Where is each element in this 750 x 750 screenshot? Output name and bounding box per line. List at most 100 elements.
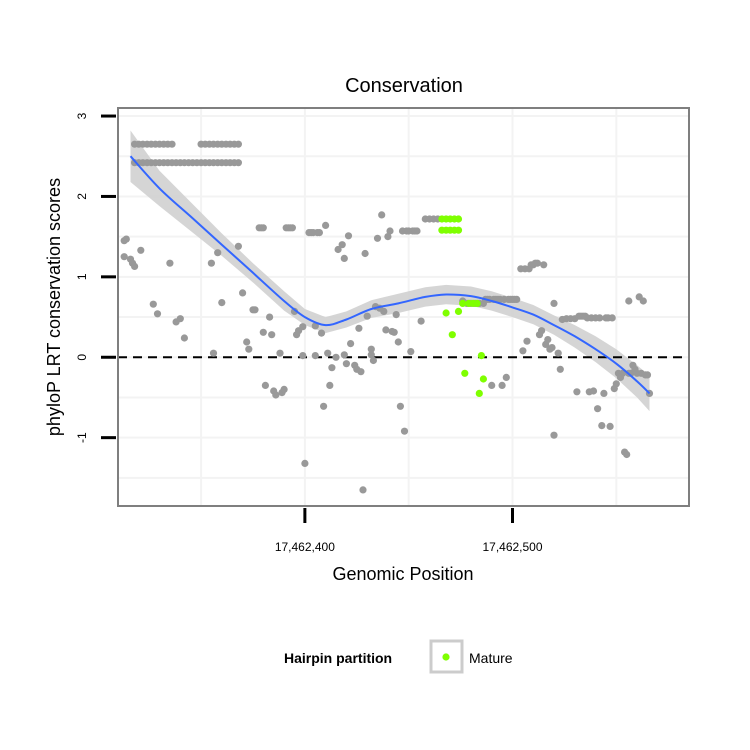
mature-point	[459, 299, 467, 307]
mature-point	[479, 375, 487, 383]
mature-point	[448, 331, 456, 339]
other-point	[168, 140, 176, 148]
y-tick-label: 3	[75, 112, 89, 119]
other-point	[266, 313, 274, 321]
legend-title: Hairpin partition	[284, 650, 392, 666]
y-tick-label: 0	[75, 354, 89, 361]
other-point	[120, 253, 128, 261]
other-point	[384, 233, 392, 241]
other-point	[594, 405, 602, 413]
other-point	[322, 221, 330, 229]
mature-point	[454, 307, 463, 315]
other-point	[347, 340, 355, 348]
other-point	[523, 337, 531, 345]
other-point	[288, 224, 296, 232]
other-point	[573, 388, 581, 396]
other-point	[589, 387, 598, 395]
points-layer	[120, 140, 654, 494]
other-point	[380, 307, 388, 315]
other-point	[367, 351, 375, 359]
other-point	[317, 329, 326, 337]
legend-label-mature: Mature	[469, 650, 513, 666]
other-point	[378, 211, 386, 219]
other-point	[556, 365, 564, 373]
other-point	[390, 328, 398, 336]
other-point	[176, 315, 184, 323]
other-point	[245, 345, 253, 353]
other-point	[386, 227, 394, 235]
other-point	[498, 381, 506, 389]
other-point	[340, 254, 348, 262]
other-point	[488, 381, 496, 389]
other-point	[502, 373, 510, 381]
other-point	[243, 338, 251, 346]
other-point	[608, 314, 616, 322]
other-point	[538, 327, 546, 335]
other-point	[131, 262, 139, 270]
other-point	[369, 356, 377, 365]
mature-point	[454, 226, 463, 234]
other-point	[311, 352, 319, 360]
other-point	[276, 349, 284, 357]
other-point	[355, 324, 363, 332]
other-point	[324, 349, 332, 357]
other-point	[315, 229, 323, 237]
other-point	[544, 336, 552, 344]
smooth-line-layer	[129, 155, 651, 395]
other-point	[290, 307, 299, 315]
other-point	[548, 344, 556, 352]
other-point	[342, 360, 350, 368]
other-point	[234, 140, 242, 148]
other-point	[207, 259, 215, 267]
mature-point	[442, 309, 450, 317]
other-point	[149, 300, 157, 308]
other-point	[299, 352, 307, 360]
legend: Hairpin partition Mature	[284, 639, 513, 674]
y-tick-label: 2	[75, 193, 89, 200]
other-point	[359, 486, 367, 494]
other-point	[639, 297, 647, 305]
other-point	[218, 299, 226, 307]
mature-point	[475, 389, 483, 397]
y-axis-ticks: -1 0 1 2 3	[75, 112, 116, 443]
other-point	[122, 235, 130, 243]
other-point	[299, 323, 307, 331]
other-point	[251, 306, 259, 314]
legend-mature-dot	[442, 653, 450, 661]
x-axis-ticks: 17,462,400 17,462,500	[275, 508, 543, 554]
other-point	[261, 381, 269, 389]
x-tick-label: 17,462,500	[482, 540, 542, 554]
other-point	[268, 331, 276, 339]
other-point	[373, 234, 382, 242]
smooth-trend-line	[129, 155, 651, 395]
other-point	[643, 371, 652, 379]
other-point	[519, 347, 527, 355]
other-point	[417, 317, 425, 325]
other-point	[259, 224, 267, 232]
other-point	[394, 338, 402, 346]
other-point	[550, 299, 558, 307]
mature-point	[477, 352, 485, 360]
other-point	[340, 351, 348, 359]
other-point	[513, 295, 521, 303]
other-point	[533, 259, 542, 267]
other-point	[272, 391, 280, 399]
other-point	[357, 368, 365, 376]
other-point	[598, 422, 606, 430]
other-point	[301, 459, 309, 467]
mature-point	[454, 215, 463, 223]
other-point	[234, 159, 242, 167]
other-point	[326, 381, 334, 389]
y-tick-label: 1	[75, 273, 89, 280]
x-tick-label: 17,462,400	[275, 540, 335, 554]
other-point	[344, 232, 353, 240]
other-point	[334, 245, 342, 254]
x-axis-label: Genomic Position	[332, 564, 473, 584]
y-axis-label: phyloP LRT conservation scores	[44, 178, 64, 436]
other-point	[392, 311, 400, 319]
other-point	[396, 402, 404, 410]
other-point	[550, 431, 558, 439]
mature-point	[473, 299, 481, 307]
other-point	[600, 389, 608, 397]
